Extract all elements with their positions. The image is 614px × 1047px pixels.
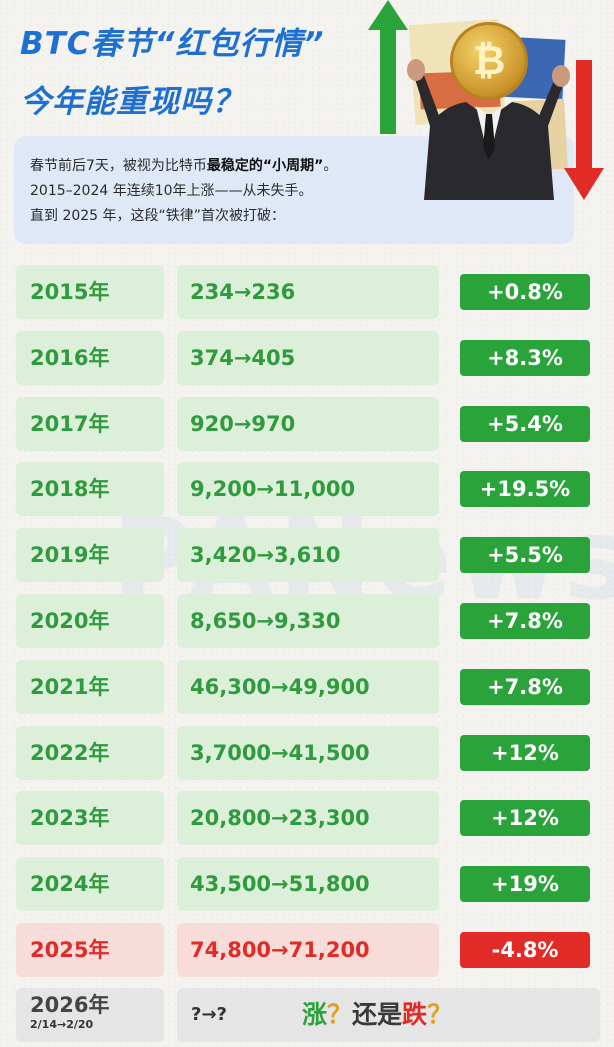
future-dates: 2/14→2/20 (30, 1018, 94, 1031)
hero-illustration: ₿ (364, 0, 614, 200)
intro-line-1: 春节前后7天，被视为比特币最稳定的“小周期”。 (30, 158, 338, 174)
table-row: 2017年 920→970 +5.4% (16, 397, 600, 451)
change-badge: +19.5% (460, 471, 590, 507)
price-range-cell: 8,650→9,330 (177, 594, 439, 648)
year-cell: 2022年 (16, 726, 164, 780)
businessman-figure (407, 59, 570, 200)
future-year: 2026年 (30, 993, 110, 1017)
price-range-cell: 374→405 (177, 331, 439, 385)
year-cell: 2017年 (16, 397, 164, 451)
change-badge: -4.8% (460, 932, 590, 968)
or-word: 还是 (352, 1000, 403, 1029)
table-row: 2022年 3,7000→41,500 +12% (16, 726, 600, 780)
table-row: 2020年 8,650→9,330 +7.8% (16, 594, 600, 648)
year-cell: 2023年 (16, 791, 164, 845)
year-cell: 2024年 (16, 857, 164, 911)
future-range-cell: ?→? 涨？还是跌？ (177, 988, 600, 1042)
question-text: 涨？还是跌？ (302, 988, 452, 1042)
year-cell: 2018年 (16, 462, 164, 516)
price-range-cell: 3,7000→41,500 (177, 726, 439, 780)
question-mark: ？ (427, 1000, 453, 1029)
title-line-2: 今年能重现吗？ (20, 84, 244, 120)
price-range-cell: 920→970 (177, 397, 439, 451)
price-range-cell: 74,800→71,200 (177, 923, 439, 977)
year-cell: 2016年 (16, 331, 164, 385)
table-row: 2015年 234→236 +0.8% (16, 265, 600, 319)
future-row: 2026年 2/14→2/20 ?→? 涨？还是跌？ (16, 988, 600, 1042)
question-mark: ？ (327, 1000, 353, 1029)
table-row: 2021年 46,300→49,900 +7.8% (16, 660, 600, 714)
price-range-cell: 20,800→23,300 (177, 791, 439, 845)
price-range-cell: 9,200→11,000 (177, 462, 439, 516)
rise-word: 涨 (302, 1000, 328, 1029)
future-range: ?→? (191, 1004, 227, 1025)
price-range-cell: 43,500→51,800 (177, 857, 439, 911)
year-cell: 2015年 (16, 265, 164, 319)
table-row: 2024年 43,500→51,800 +19% (16, 857, 600, 911)
price-range-cell: 234→236 (177, 265, 439, 319)
intro-line-3: 直到 2025 年，这段“铁律”首次被打破： (30, 208, 286, 224)
change-badge: +12% (460, 800, 590, 836)
title-line-1: BTC春节“红包行情” (20, 26, 325, 62)
table-row: 2019年 3,420→3,610 +5.5% (16, 528, 600, 582)
change-badge: +5.4% (460, 406, 590, 442)
change-badge: +8.3% (460, 340, 590, 376)
table-row: 2023年 20,800→23,300 +12% (16, 791, 600, 845)
year-cell: 2021年 (16, 660, 164, 714)
arrow-down-icon (564, 60, 604, 200)
arrow-up-icon (368, 0, 408, 134)
change-badge: +12% (460, 735, 590, 771)
price-range-cell: 3,420→3,610 (177, 528, 439, 582)
change-badge: +5.5% (460, 537, 590, 573)
intro-line-2: 2015–2024 年连续10年上涨——从未失手。 (30, 183, 313, 199)
table-row: 2018年 9,200→11,000 +19.5% (16, 462, 600, 516)
table-row: 2025年 74,800→71,200 -4.8% (16, 923, 600, 977)
bitcoin-coin-icon: ₿ (450, 22, 528, 100)
future-year-cell: 2026年 2/14→2/20 (16, 988, 164, 1042)
year-cell: 2020年 (16, 594, 164, 648)
change-badge: +7.8% (460, 669, 590, 705)
year-cell: 2025年 (16, 923, 164, 977)
price-range-cell: 46,300→49,900 (177, 660, 439, 714)
table-row: 2016年 374→405 +8.3% (16, 331, 600, 385)
year-cell: 2019年 (16, 528, 164, 582)
change-badge: +0.8% (460, 274, 590, 310)
fall-word: 跌 (402, 1000, 428, 1029)
change-badge: +7.8% (460, 603, 590, 639)
change-badge: +19% (460, 866, 590, 902)
